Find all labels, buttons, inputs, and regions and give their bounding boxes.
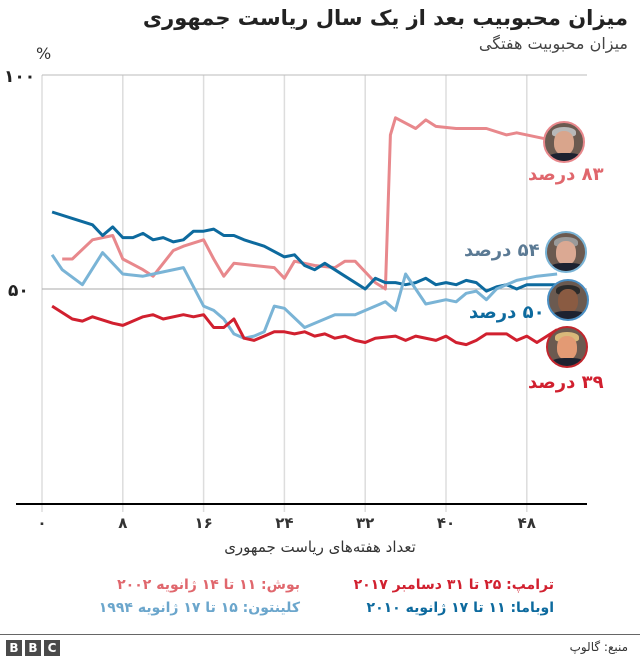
legend-bush: بوش: ۱۱ تا ۱۴ ژانویه ۲۰۰۲ [117,577,300,593]
y-tick-50: ۵۰ [8,281,29,301]
source-credit: منبع: گالوپ [569,640,628,654]
obama-end-label: ۵۰ درصد [469,302,545,323]
legend-trump: ترامپ: ۲۵ تا ۳۱ دسامبر ۲۰۱۷ [353,577,554,593]
trump-end-label: ۳۹ درصد [528,372,604,393]
legend-obama: اوباما: ۱۱ تا ۱۷ ژانویه ۲۰۱۰ [366,600,554,616]
series-lines [50,116,558,347]
bush-avatar [543,121,585,163]
x-tick-label: ۰ [37,514,46,530]
x-tick-label: ۳۲ [356,514,374,530]
x-tick-label: ۲۴ [275,514,293,530]
footer-divider [0,634,640,635]
series-line [51,210,558,293]
x-tick-label: ۸ [118,514,127,530]
chart-title: میزان محبوبیب بعد از یک سال ریاست جمهوری [142,6,628,30]
x-tick-label: ۴۰ [437,514,455,530]
x-axis-label: تعداد هفته‌های ریاست جمهوری [224,538,416,556]
bbc-logo: B B C [6,640,60,656]
series-line [62,116,558,291]
obama-avatar [547,279,589,321]
legend-clinton: کلینتون: ۱۵ تا ۱۷ ژانویه ۱۹۹۴ [98,600,300,616]
clinton-avatar [545,231,587,273]
x-tick-label: ۴۸ [518,514,536,530]
gridlines [41,75,528,512]
x-axis-ticks: ۰ ۸ ۱۶ ۲۴ ۳۲ ۴۰ ۴۸ [37,514,536,530]
trump-avatar [546,326,588,368]
bush-end-label: ۸۳ درصد [528,164,604,185]
series-line [51,304,558,347]
line-chart: ۱۰۰ ۵۰ ۰ ۸ ۱۶ ۲۴ ۳۲ ۴۰ ۴۸ [4,67,587,530]
x-tick-label: ۱۶ [194,514,212,530]
y-tick-100: ۱۰۰ [4,67,35,87]
clinton-end-label: ۵۴ درصد [464,240,540,261]
y-axis-unit: % [36,44,52,63]
series-line [50,251,558,340]
chart-subtitle: میزان محبوبیت هفتگی [478,34,628,53]
